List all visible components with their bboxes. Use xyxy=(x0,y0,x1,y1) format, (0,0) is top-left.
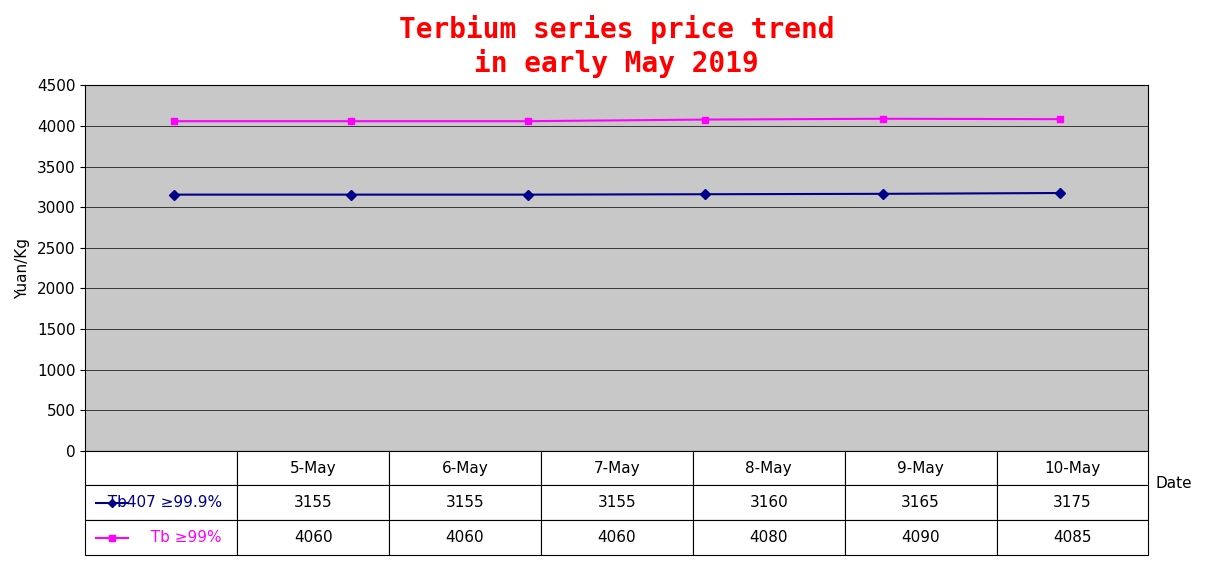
Y-axis label: Yuan/Kg: Yuan/Kg xyxy=(14,238,30,299)
Title: Terbium series price trend
in early May 2019: Terbium series price trend in early May … xyxy=(400,15,834,78)
Text: Date: Date xyxy=(1155,475,1193,491)
